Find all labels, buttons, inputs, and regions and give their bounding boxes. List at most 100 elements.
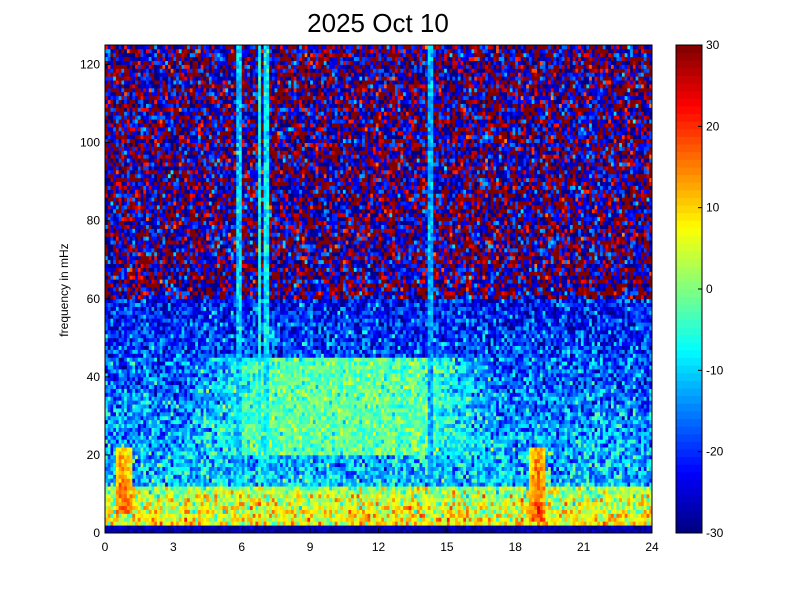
heatmap-cell — [167, 87, 172, 93]
heatmap-cell — [197, 357, 202, 362]
heatmap-cell — [107, 103, 111, 108]
heatmap-cell — [192, 259, 196, 265]
heatmap-cell — [143, 64, 147, 69]
heatmap-cell — [137, 173, 141, 179]
heatmap-cell — [176, 115, 180, 120]
heatmap-cell — [189, 283, 193, 288]
heatmap-cell — [140, 208, 144, 214]
heatmap-cell — [181, 431, 185, 436]
heatmap-cell — [126, 361, 131, 366]
heatmap-cell — [107, 326, 111, 331]
heatmap-cell — [176, 454, 180, 460]
heatmap-cell — [146, 64, 150, 69]
heatmap-cell — [162, 361, 166, 366]
heatmap-cell — [148, 138, 152, 143]
heatmap-cell — [159, 400, 163, 405]
heatmap-cell — [189, 154, 193, 159]
heatmap-cell — [167, 205, 172, 210]
heatmap-cell — [197, 267, 202, 272]
heatmap-cell — [187, 197, 191, 202]
heatmap-cell — [151, 240, 155, 245]
heatmap-cell — [151, 158, 155, 163]
heatmap-cell — [208, 345, 213, 350]
heatmap-cell — [176, 314, 180, 319]
heatmap-cell — [105, 173, 109, 179]
heatmap-cell — [105, 162, 109, 167]
heatmap-cell — [113, 259, 117, 265]
heatmap-cell — [211, 220, 215, 225]
heatmap-cell — [154, 427, 158, 432]
heatmap-cell — [167, 189, 172, 194]
heatmap-cell — [146, 345, 150, 350]
heatmap-cell — [126, 423, 131, 428]
heatmap-cell — [156, 279, 161, 284]
heatmap-cell — [146, 400, 150, 405]
heatmap-cell — [178, 411, 182, 417]
heatmap-cell — [110, 154, 114, 159]
heatmap-cell — [192, 91, 196, 97]
heatmap-cell — [121, 361, 125, 366]
heatmap-cell — [118, 482, 122, 487]
heatmap-cell — [135, 470, 139, 475]
heatmap-cell — [159, 497, 163, 503]
heatmap-cell — [187, 474, 191, 479]
heatmap-cell — [129, 80, 133, 85]
heatmap-cell — [137, 376, 141, 382]
heatmap-cell — [197, 189, 202, 194]
heatmap-cell — [154, 290, 158, 296]
heatmap-cell — [203, 411, 207, 417]
heatmap-cell — [121, 435, 125, 440]
heatmap-cell — [200, 361, 204, 366]
heatmap-cell — [118, 458, 122, 464]
heatmap-cell — [107, 294, 111, 300]
heatmap-cell — [121, 76, 125, 81]
heatmap-cell — [176, 126, 180, 132]
heatmap-cell — [170, 173, 174, 179]
heatmap-cell — [195, 474, 199, 479]
heatmap-cell — [143, 48, 147, 54]
heatmap-cell — [197, 123, 202, 128]
heatmap-cell — [170, 240, 174, 245]
heatmap-cell — [178, 517, 182, 522]
heatmap-cell — [156, 197, 161, 202]
heatmap-cell — [151, 193, 155, 198]
heatmap-cell — [121, 482, 125, 487]
heatmap-cell — [135, 333, 139, 339]
heatmap-cell — [181, 181, 185, 186]
heatmap-cell — [105, 64, 109, 69]
heatmap-cell — [126, 212, 131, 218]
heatmap-cell — [154, 447, 158, 452]
heatmap-cell — [129, 333, 133, 339]
heatmap-cell — [181, 48, 185, 54]
heatmap-cell — [154, 349, 158, 354]
heatmap-cell — [124, 123, 128, 128]
heatmap-cell — [167, 493, 172, 499]
heatmap-cell — [137, 123, 141, 128]
heatmap-cell — [195, 115, 199, 120]
heatmap-cell — [156, 505, 161, 510]
heatmap-cell — [159, 189, 163, 194]
heatmap-cell — [184, 431, 188, 436]
heatmap-cell — [165, 493, 169, 499]
heatmap-cell — [165, 290, 169, 296]
heatmap-cell — [176, 103, 180, 108]
heatmap-cell — [156, 123, 161, 128]
heatmap-cell — [195, 251, 199, 257]
heatmap-cell — [189, 509, 193, 514]
heatmap-cell — [110, 275, 114, 280]
heatmap-cell — [143, 357, 147, 362]
heatmap-cell — [167, 271, 172, 276]
heatmap-cell — [159, 353, 163, 358]
heatmap-cell — [113, 415, 117, 421]
heatmap-cell — [181, 138, 185, 143]
heatmap-cell — [176, 333, 180, 339]
heatmap-cell — [165, 123, 169, 128]
heatmap-cell — [156, 384, 161, 389]
heatmap-cell — [178, 287, 182, 292]
heatmap-cell — [137, 404, 141, 409]
heatmap-cell — [137, 76, 141, 81]
heatmap-cell — [107, 150, 111, 155]
heatmap-cell — [159, 525, 163, 530]
heatmap-cell — [162, 201, 166, 206]
heatmap-cell — [146, 267, 150, 272]
